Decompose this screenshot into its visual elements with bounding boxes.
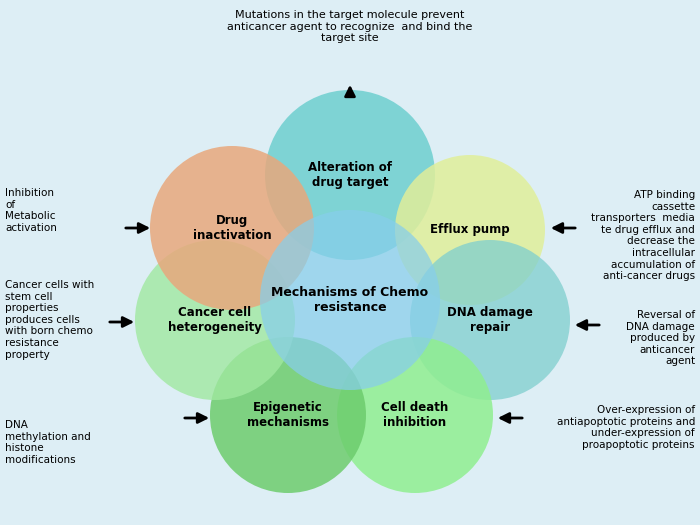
Ellipse shape	[265, 90, 435, 260]
Text: Mutations in the target molecule prevent
anticancer agent to recognize  and bind: Mutations in the target molecule prevent…	[228, 10, 472, 43]
Text: DNA damage
repair: DNA damage repair	[447, 306, 533, 334]
Text: Epigenetic
mechanisms: Epigenetic mechanisms	[247, 401, 329, 429]
Text: Drug
inactivation: Drug inactivation	[193, 214, 272, 242]
Ellipse shape	[135, 240, 295, 400]
Text: ATP binding
cassette
transporters  media
te drug efflux and
decrease the
intrace: ATP binding cassette transporters media …	[592, 190, 695, 281]
Text: Cell death
inhibition: Cell death inhibition	[382, 401, 449, 429]
Text: Efflux pump: Efflux pump	[430, 224, 510, 236]
Text: Reversal of
DNA damage
produced by
anticancer
agent: Reversal of DNA damage produced by antic…	[626, 310, 695, 366]
Text: Inhibition
of
Metabolic
activation: Inhibition of Metabolic activation	[5, 188, 57, 233]
Text: Mechanisms of Chemo
resistance: Mechanisms of Chemo resistance	[272, 286, 428, 314]
Ellipse shape	[337, 337, 493, 493]
Text: Alteration of
drug target: Alteration of drug target	[308, 161, 392, 189]
Ellipse shape	[210, 337, 366, 493]
Text: Over-expression of
antiapoptotic proteins and
under-expression of
proapoptotic p: Over-expression of antiapoptotic protein…	[556, 405, 695, 450]
Ellipse shape	[260, 210, 440, 390]
Text: DNA
methylation and
histone
modifications: DNA methylation and histone modification…	[5, 420, 91, 465]
Ellipse shape	[410, 240, 570, 400]
Text: Cancer cell
heterogeneity: Cancer cell heterogeneity	[168, 306, 262, 334]
Ellipse shape	[150, 146, 314, 310]
Ellipse shape	[395, 155, 545, 305]
Text: Cancer cells with
stem cell
properties
produces cells
with born chemo
resistance: Cancer cells with stem cell properties p…	[5, 280, 95, 360]
